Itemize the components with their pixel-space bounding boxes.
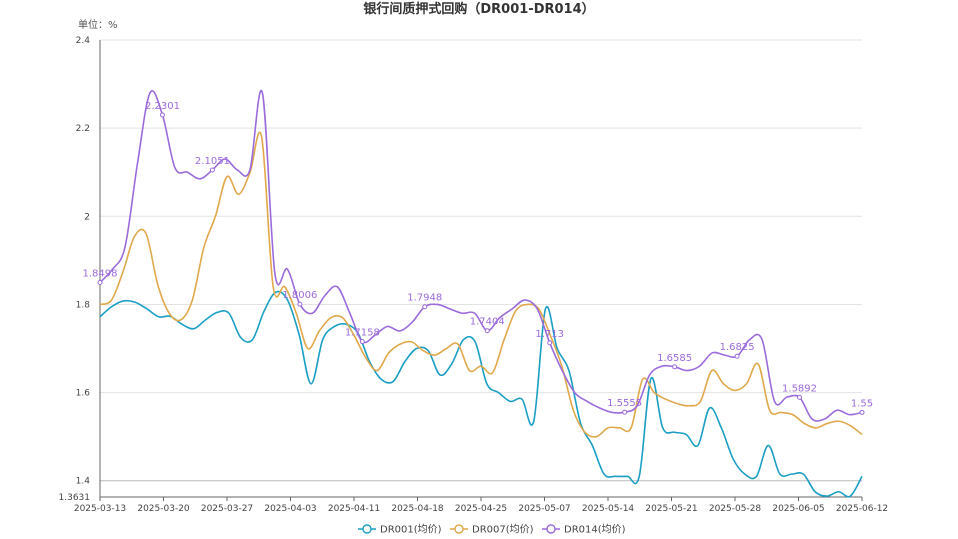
- data-label: 1.7404: [470, 317, 505, 328]
- data-point-marker[interactable]: [672, 364, 678, 370]
- data-label: 1.6585: [657, 353, 692, 364]
- chart-title: 银行间质押式回购（DR001-DR014）: [363, 1, 594, 17]
- x-tick-label: 2025-04-25: [455, 504, 507, 514]
- x-tick-label: 2025-03-27: [201, 504, 253, 514]
- series-line-3[interactable]: [99, 89, 863, 422]
- x-tick-label: 2025-04-11: [328, 504, 380, 514]
- unit-label: 单位：%: [78, 18, 118, 31]
- data-point-marker[interactable]: [622, 409, 628, 415]
- data-point-marker[interactable]: [484, 328, 490, 334]
- data-point-marker[interactable]: [359, 339, 365, 345]
- data-label: 1.713: [535, 329, 564, 340]
- data-label: 2.2301: [145, 101, 180, 112]
- data-label-layer: 1.8498 2.2301 2.1051 1.8006 1.7158 1.7948 1.74…: [83, 101, 873, 415]
- y-tick-label: 1.4: [76, 477, 91, 487]
- data-point-marker[interactable]: [422, 304, 428, 310]
- y-tick-label: 1.6: [76, 389, 91, 399]
- legend-item-1[interactable]: DR001(均价): [358, 524, 442, 536]
- x-tick-label: 2025-06-05: [772, 504, 824, 514]
- data-point-marker[interactable]: [159, 112, 165, 118]
- series-line-2[interactable]: [99, 131, 863, 438]
- grid-layer: [100, 39, 862, 482]
- x-tick-label: 2025-03-20: [137, 504, 190, 514]
- data-label: 1.8006: [282, 290, 317, 301]
- x-tick-label: 2025-05-14: [582, 504, 635, 514]
- data-point-marker[interactable]: [797, 394, 803, 400]
- legend-marker-icon: [454, 524, 464, 534]
- y-min-label: 1.3631: [59, 493, 91, 503]
- y-tick-label: 2: [84, 212, 90, 222]
- data-label: 1.6825: [720, 342, 755, 353]
- legend[interactable]: DR001(均价) DR007(均价) DR014(均价): [358, 524, 626, 536]
- data-label: 1.7948: [407, 293, 442, 304]
- y-tick-label: 2.4: [76, 36, 91, 46]
- legend-label: DR007(均价): [472, 524, 534, 536]
- y-tick-label: 1.8: [76, 300, 91, 310]
- data-label: 1.8498: [83, 268, 118, 279]
- legend-marker-icon: [546, 524, 556, 534]
- data-label: 1.7158: [345, 328, 380, 339]
- legend-item-3[interactable]: DR014(均价): [542, 524, 626, 536]
- x-tick-label: 2025-06-12: [836, 504, 888, 514]
- data-label: 1.55: [851, 398, 873, 409]
- data-point-marker[interactable]: [734, 353, 740, 359]
- x-tick-label: 2025-03-13: [74, 504, 126, 514]
- legend-marker-icon: [362, 524, 372, 534]
- x-tick-label: 2025-05-28: [709, 504, 762, 514]
- x-tick-label: 2025-05-07: [518, 504, 570, 514]
- data-label: 2.1051: [195, 156, 230, 167]
- data-point-marker[interactable]: [859, 409, 865, 415]
- legend-label: DR014(均价): [564, 524, 626, 536]
- data-label: 1.5892: [782, 383, 817, 394]
- series-layer: [99, 89, 863, 498]
- x-tick-label: 2025-05-21: [645, 504, 697, 514]
- data-point-marker[interactable]: [209, 167, 215, 173]
- y-tick-label: 2.2: [76, 124, 90, 134]
- data-point-marker[interactable]: [97, 279, 103, 285]
- data-label: 1.5555: [607, 398, 642, 409]
- legend-item-2[interactable]: DR007(均价): [450, 524, 534, 536]
- x-tick-label: 2025-04-18: [391, 504, 444, 514]
- data-point-marker[interactable]: [297, 301, 303, 307]
- series-line-1[interactable]: [99, 290, 863, 498]
- x-tick-label: 2025-04-03: [264, 504, 316, 514]
- data-point-marker[interactable]: [547, 340, 553, 346]
- legend-label: DR001(均价): [380, 524, 442, 536]
